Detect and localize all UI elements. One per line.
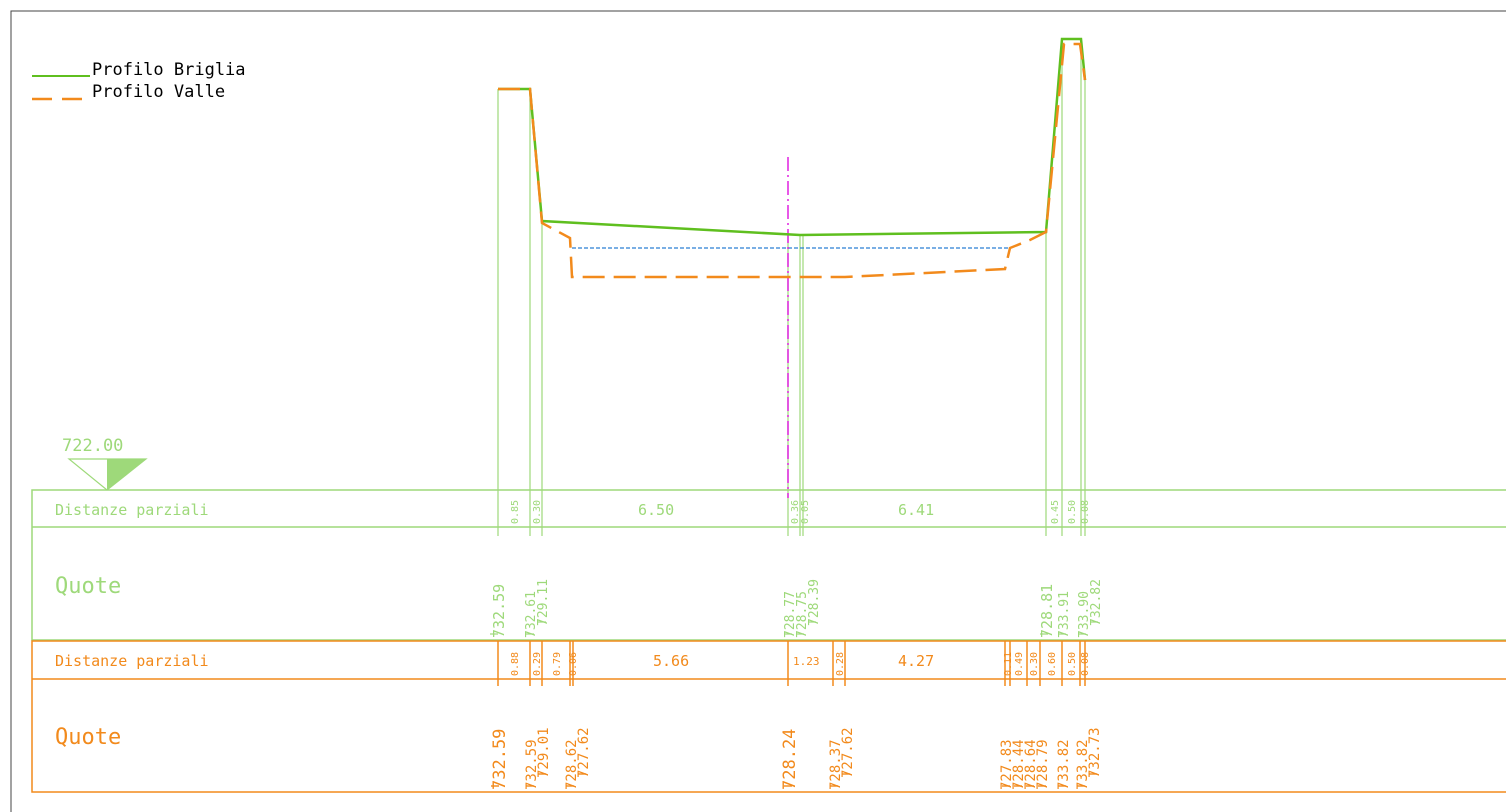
orange-distance: 0.06 (568, 652, 579, 676)
green-distance: 6.50 (638, 501, 674, 519)
green-height: 733.91 (1057, 591, 1072, 638)
green-height: 732.59 (490, 584, 508, 638)
orange-height: 729.01 (536, 727, 552, 778)
orange-distance: 5.66 (653, 652, 689, 670)
green-distances-header: Distanze parziali (55, 501, 209, 519)
green-distance: 0.45 (1050, 500, 1061, 524)
green-table: Distanze parziali Quote 0.85 0.30 6.50 0… (31, 489, 1506, 641)
green-distance: 0.05 (800, 500, 811, 524)
orange-height: 727.62 (840, 727, 856, 778)
green-vertical-guides (497, 39, 1086, 536)
datum-marker: 722.00 (62, 436, 148, 491)
orange-height: 732.59 (524, 739, 540, 790)
orange-height: 727.62 (576, 727, 592, 778)
green-height: 732.61 (524, 591, 539, 638)
green-height: 732.82 (1089, 579, 1104, 626)
orange-table-frame (31, 640, 1506, 793)
orange-distance: 0.08 (1080, 652, 1091, 676)
green-distance: 0.36 (790, 500, 801, 524)
orange-distance: 1.23 (793, 655, 820, 668)
orange-height: 728.24 (780, 729, 800, 790)
datum-triangle-fill (107, 459, 146, 490)
green-height: 728.81 (1038, 584, 1056, 638)
green-height: 733.90 (1077, 591, 1092, 638)
orange-distance: 0.30 (1029, 652, 1040, 676)
green-height: 728.77 (783, 591, 798, 638)
orange-distance: 0.88 (510, 652, 521, 676)
orange-distance: 0.50 (1067, 652, 1078, 676)
orange-height: 732.59 (490, 729, 510, 790)
orange-height: 733.82 (1056, 739, 1072, 790)
legend-briglia-label: Profilo Briglia (92, 60, 246, 80)
green-distance: 6.41 (898, 501, 934, 519)
orange-distance: 0.11 (1003, 652, 1014, 676)
profilo-briglia-line (498, 37, 1087, 237)
green-height: 728.75 (795, 591, 810, 638)
green-distance: 0.50 (1067, 500, 1078, 524)
legend: Profilo Briglia Profilo Valle (32, 60, 246, 102)
orange-distances-header: Distanze parziali (55, 652, 209, 670)
orange-height: 732.73 (1087, 727, 1103, 778)
legend-valle-label: Profilo Valle (92, 82, 225, 102)
orange-distance: 4.27 (898, 652, 934, 670)
drawing-frame (10, 10, 1506, 812)
orange-height: 728.37 (828, 739, 844, 790)
orange-heights-header: Quote (55, 725, 121, 750)
orange-distance: 0.29 (532, 652, 543, 676)
green-table-frame (31, 489, 1506, 641)
orange-height: 728.64 (1023, 739, 1039, 790)
orange-distance: 0.28 (835, 652, 846, 676)
orange-distance: 0.49 (1014, 652, 1025, 676)
green-distance: 0.30 (532, 500, 543, 524)
orange-distance: 0.60 (1047, 652, 1058, 676)
datum-label: 722.00 (62, 436, 123, 456)
profilo-valle-line (498, 42, 1087, 279)
orange-height: 733.82 (1075, 739, 1091, 790)
orange-height: 727.83 (999, 739, 1015, 790)
green-distance: 0.85 (510, 500, 521, 524)
orange-distance: 0.79 (552, 652, 563, 676)
orange-table: Distanze parziali Quote 0.88 0.29 0.79 0… (31, 640, 1506, 793)
orange-height: 728.44 (1011, 739, 1027, 790)
green-height: 728.39 (807, 579, 822, 626)
green-height: 729.11 (536, 579, 551, 626)
green-heights-header: Quote (55, 574, 121, 599)
green-distance: 0.08 (1080, 500, 1091, 524)
orange-height: 728.79 (1035, 739, 1051, 790)
orange-height: 728.62 (564, 739, 580, 790)
